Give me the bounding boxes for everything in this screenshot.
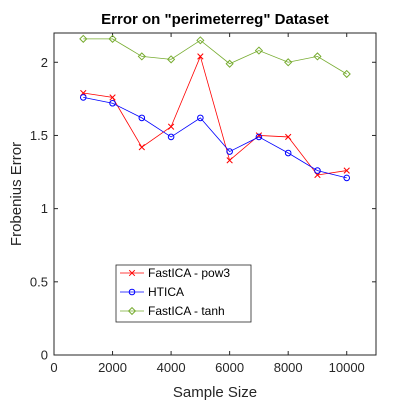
data-point	[226, 157, 233, 164]
legend-marker	[127, 306, 137, 316]
y-tick-label: 0.5	[30, 274, 48, 289]
legend-label: HTICA	[148, 285, 184, 299]
y-tick-label: 1.5	[30, 128, 48, 143]
x-tick-label: 6000	[215, 360, 244, 375]
y-axis: 0 0.5 1 1.5 2	[30, 55, 376, 363]
data-point	[137, 52, 146, 61]
data-point	[225, 59, 234, 68]
data-point	[166, 55, 176, 64]
legend-label: FastICA - pow3	[148, 266, 230, 280]
series-2	[79, 34, 351, 79]
x-tick-label: 2000	[98, 360, 127, 375]
data-point	[284, 149, 292, 157]
series-layer	[79, 34, 351, 182]
x-tick-label: 0	[50, 360, 57, 375]
data-point	[109, 94, 116, 101]
y-tick-label: 0	[41, 348, 48, 363]
data-point	[167, 123, 175, 130]
series-0	[80, 53, 350, 179]
data-point	[197, 114, 204, 122]
data-point	[343, 174, 351, 182]
y-axis-label: Frobenius Error	[8, 142, 25, 246]
y-tick-label: 2	[41, 55, 48, 70]
legend-entry: HTICA	[120, 285, 184, 299]
data-point	[197, 53, 204, 60]
data-point	[138, 114, 146, 122]
data-point	[109, 99, 116, 107]
data-point	[138, 144, 145, 151]
data-point	[167, 133, 175, 141]
series-1	[79, 94, 351, 182]
data-point	[255, 132, 263, 139]
data-point	[284, 58, 293, 67]
chart-title: Error on "perimeterreg" Dataset	[101, 11, 329, 28]
legend-entry: FastICA - tanh	[120, 304, 225, 318]
data-point	[79, 34, 88, 43]
legend-marker	[128, 288, 136, 296]
data-point	[313, 52, 322, 61]
x-tick-label: 8000	[274, 360, 303, 375]
data-point	[342, 69, 351, 79]
x-tick-label: 4000	[157, 360, 186, 375]
data-point	[255, 133, 263, 141]
data-point	[196, 36, 205, 45]
data-point	[226, 148, 233, 155]
y-tick-label: 1	[41, 201, 48, 216]
legend-entry: FastICA - pow3	[120, 266, 230, 280]
data-point	[343, 167, 350, 174]
data-point	[314, 167, 321, 174]
x-axis-label: Sample Size	[173, 384, 257, 401]
data-point	[108, 34, 117, 43]
series-line	[83, 55, 347, 176]
data-point	[285, 133, 292, 141]
legend-label: FastICA - tanh	[148, 304, 225, 318]
data-point	[79, 94, 87, 101]
series-line	[83, 97, 347, 179]
legend-marker	[128, 269, 136, 277]
legend-box	[115, 264, 252, 323]
x-axis: 0 2000 4000 6000 8000 10000	[50, 33, 365, 375]
legend: FastICA - pow3 HTICA FastICA - tanh	[115, 264, 252, 323]
data-point	[254, 46, 264, 55]
series-line	[83, 38, 347, 75]
x-tick-label: 10000	[329, 360, 365, 375]
